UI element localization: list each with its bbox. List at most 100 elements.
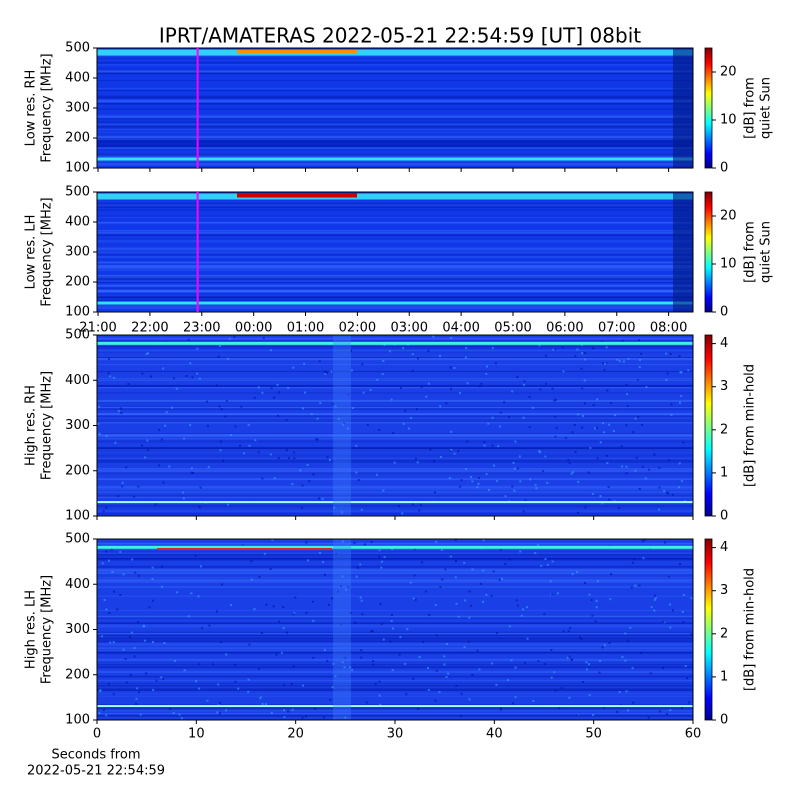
spectrogram-noise bbox=[569, 627, 572, 630]
spectrogram-noise bbox=[539, 388, 542, 391]
spectrogram-noise bbox=[155, 679, 158, 682]
spectrogram-noise bbox=[380, 623, 383, 626]
spectrogram-stripe bbox=[97, 215, 693, 217]
spectrogram-noise bbox=[108, 357, 111, 360]
spectrogram-stripe bbox=[97, 207, 693, 208]
spectrogram-noise bbox=[666, 372, 669, 375]
spectrogram-noise bbox=[332, 662, 335, 665]
spectrogram-noise bbox=[282, 627, 285, 630]
spectrogram-noise bbox=[449, 449, 452, 452]
colorbar-tick-label: 3 bbox=[720, 583, 728, 598]
spectrogram-noise bbox=[476, 486, 479, 489]
spectrogram-noise bbox=[346, 427, 349, 430]
spectrogram-stripe bbox=[97, 266, 693, 269]
spectrogram-noise bbox=[631, 667, 634, 670]
spectrogram-noise bbox=[522, 416, 525, 419]
spectrogram-noise bbox=[379, 703, 382, 706]
spectrogram-noise bbox=[185, 375, 188, 378]
spectrogram-noise bbox=[258, 575, 261, 578]
spectrogram-stripe bbox=[97, 267, 693, 268]
spectrogram-noise bbox=[567, 629, 570, 632]
spectrogram-noise bbox=[583, 352, 586, 355]
spectrogram-noise bbox=[553, 671, 556, 674]
spectrogram-stripe bbox=[97, 609, 693, 612]
spectrogram-noise bbox=[112, 376, 115, 379]
spectrogram-noise bbox=[483, 444, 486, 447]
spectrogram-stripe bbox=[97, 405, 693, 407]
spectrogram-stripe bbox=[97, 357, 693, 358]
spectrogram-noise bbox=[609, 598, 612, 601]
spectrogram-noise bbox=[278, 391, 281, 394]
spectrogram-noise bbox=[608, 498, 611, 501]
spectrogram-noise bbox=[280, 651, 283, 654]
spectrogram-stripe bbox=[97, 581, 693, 583]
spectrogram-noise bbox=[478, 668, 481, 671]
spectrogram-noise bbox=[669, 626, 672, 629]
spectrogram-stripe bbox=[97, 248, 693, 251]
spectrogram-noise bbox=[538, 344, 541, 347]
spectrogram-noise bbox=[467, 640, 470, 643]
spectrogram-noise bbox=[143, 639, 146, 642]
spectrogram-noise bbox=[592, 404, 595, 407]
colorbar-tick-label: 20 bbox=[720, 209, 737, 224]
spectrogram-noise bbox=[596, 457, 599, 460]
spectrogram-noise bbox=[622, 360, 625, 363]
spectrogram-noise bbox=[428, 614, 431, 617]
spectrogram-noise bbox=[450, 387, 453, 390]
spectrogram-stripe bbox=[97, 125, 693, 127]
spectrogram-noise bbox=[612, 430, 615, 433]
spectrogram-noise bbox=[347, 393, 350, 396]
spectrogram-stripe bbox=[97, 247, 693, 249]
spectrogram-noise bbox=[650, 606, 653, 609]
colorbar-label: [dB] from bbox=[743, 77, 758, 139]
spectrogram-stripe bbox=[97, 486, 693, 489]
spectrogram-noise bbox=[341, 661, 344, 664]
spectrogram-noise bbox=[388, 350, 391, 353]
spectrogram-noise bbox=[463, 561, 466, 564]
spectrogram-noise bbox=[464, 599, 467, 602]
spectrogram-noise bbox=[130, 631, 133, 634]
spectrogram-stripe bbox=[97, 542, 693, 544]
spectrogram-noise bbox=[316, 438, 319, 441]
spectrogram-stripe bbox=[97, 143, 693, 146]
spectrogram-noise bbox=[257, 386, 260, 389]
x-tick-label: 50 bbox=[585, 727, 602, 742]
spectrogram-noise bbox=[653, 609, 656, 612]
y-axis-label: Frequency [MHz] bbox=[40, 197, 55, 306]
spectrogram-noise bbox=[124, 658, 127, 661]
spectrogram-noise bbox=[682, 593, 685, 596]
spectrogram-noise bbox=[250, 578, 253, 581]
spectrogram-noise bbox=[402, 347, 405, 350]
spectrogram-noise bbox=[432, 335, 435, 338]
spectrogram-noise bbox=[413, 548, 416, 551]
spectrogram-noise bbox=[264, 703, 267, 706]
spectrogram-noise bbox=[468, 698, 471, 701]
spectrogram-noise bbox=[595, 606, 598, 609]
spectrogram-noise bbox=[349, 666, 352, 669]
spectrogram-noise bbox=[135, 702, 138, 705]
spectrogram-stripe bbox=[97, 472, 693, 475]
spectrogram-noise bbox=[343, 666, 346, 669]
spectrogram-noise bbox=[654, 597, 657, 600]
spectrogram-stripe bbox=[97, 114, 693, 117]
spectrogram-noise bbox=[110, 548, 113, 551]
spectrogram-noise bbox=[234, 663, 237, 666]
spectrogram-noise bbox=[381, 373, 384, 376]
spectrogram-noise bbox=[610, 573, 613, 576]
spectrogram-noise bbox=[380, 566, 383, 569]
spectrogram-stripe bbox=[97, 156, 693, 159]
spectrogram-stripe bbox=[97, 502, 693, 504]
spectrogram-noise bbox=[663, 489, 666, 492]
spectrogram-noise bbox=[639, 358, 642, 361]
spectrogram-stripe bbox=[97, 254, 693, 256]
spectrogram-stripe bbox=[97, 408, 693, 410]
spectrogram-noise bbox=[626, 404, 629, 407]
y-axis-label: Low res. LH bbox=[24, 215, 39, 290]
spectrogram-noise bbox=[217, 683, 220, 686]
colorbar-label: [dB] from bbox=[743, 221, 758, 283]
spectrogram-stripe bbox=[97, 632, 693, 635]
spectrogram-noise bbox=[539, 451, 542, 454]
spectrogram-noise bbox=[208, 624, 211, 627]
spectrogram-stripe bbox=[97, 70, 693, 74]
spectrogram-noise bbox=[632, 431, 635, 434]
